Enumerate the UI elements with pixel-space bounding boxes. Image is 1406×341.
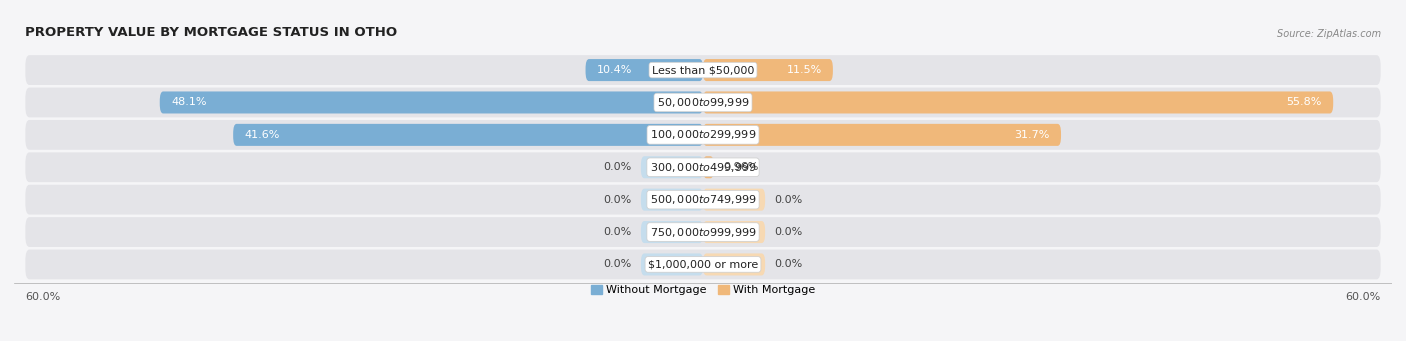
- FancyBboxPatch shape: [703, 59, 832, 81]
- Text: 0.0%: 0.0%: [603, 260, 631, 269]
- FancyBboxPatch shape: [703, 156, 714, 178]
- Text: 0.0%: 0.0%: [775, 260, 803, 269]
- FancyBboxPatch shape: [160, 91, 703, 114]
- FancyBboxPatch shape: [641, 253, 703, 276]
- FancyBboxPatch shape: [703, 91, 1333, 114]
- FancyBboxPatch shape: [25, 88, 1381, 117]
- Text: $750,000 to $999,999: $750,000 to $999,999: [650, 225, 756, 239]
- FancyBboxPatch shape: [585, 59, 703, 81]
- Text: $100,000 to $299,999: $100,000 to $299,999: [650, 128, 756, 142]
- Text: Source: ZipAtlas.com: Source: ZipAtlas.com: [1277, 29, 1381, 39]
- Text: 60.0%: 60.0%: [25, 292, 60, 302]
- FancyBboxPatch shape: [703, 221, 765, 243]
- Text: PROPERTY VALUE BY MORTGAGE STATUS IN OTHO: PROPERTY VALUE BY MORTGAGE STATUS IN OTH…: [25, 26, 398, 39]
- FancyBboxPatch shape: [641, 156, 703, 178]
- Text: $50,000 to $99,999: $50,000 to $99,999: [657, 96, 749, 109]
- FancyBboxPatch shape: [25, 250, 1381, 279]
- FancyBboxPatch shape: [25, 55, 1381, 85]
- Text: 48.1%: 48.1%: [172, 98, 207, 107]
- Text: 55.8%: 55.8%: [1286, 98, 1322, 107]
- Text: 0.96%: 0.96%: [723, 162, 758, 172]
- Text: $1,000,000 or more: $1,000,000 or more: [648, 260, 758, 269]
- FancyBboxPatch shape: [25, 185, 1381, 214]
- FancyBboxPatch shape: [25, 120, 1381, 150]
- Text: 31.7%: 31.7%: [1014, 130, 1050, 140]
- Text: Less than $50,000: Less than $50,000: [652, 65, 754, 75]
- Text: 0.0%: 0.0%: [775, 227, 803, 237]
- Text: 0.0%: 0.0%: [775, 195, 803, 205]
- Text: $300,000 to $499,999: $300,000 to $499,999: [650, 161, 756, 174]
- Text: 11.5%: 11.5%: [786, 65, 821, 75]
- FancyBboxPatch shape: [703, 253, 765, 276]
- Text: 10.4%: 10.4%: [596, 65, 633, 75]
- Text: 0.0%: 0.0%: [603, 195, 631, 205]
- FancyBboxPatch shape: [703, 124, 1062, 146]
- FancyBboxPatch shape: [703, 189, 765, 211]
- FancyBboxPatch shape: [641, 189, 703, 211]
- FancyBboxPatch shape: [641, 221, 703, 243]
- Legend: Without Mortgage, With Mortgage: Without Mortgage, With Mortgage: [586, 281, 820, 300]
- Text: 60.0%: 60.0%: [1346, 292, 1381, 302]
- Text: 41.6%: 41.6%: [245, 130, 280, 140]
- FancyBboxPatch shape: [25, 152, 1381, 182]
- Text: 0.0%: 0.0%: [603, 162, 631, 172]
- FancyBboxPatch shape: [233, 124, 703, 146]
- Text: 0.0%: 0.0%: [603, 227, 631, 237]
- FancyBboxPatch shape: [25, 217, 1381, 247]
- Text: $500,000 to $749,999: $500,000 to $749,999: [650, 193, 756, 206]
